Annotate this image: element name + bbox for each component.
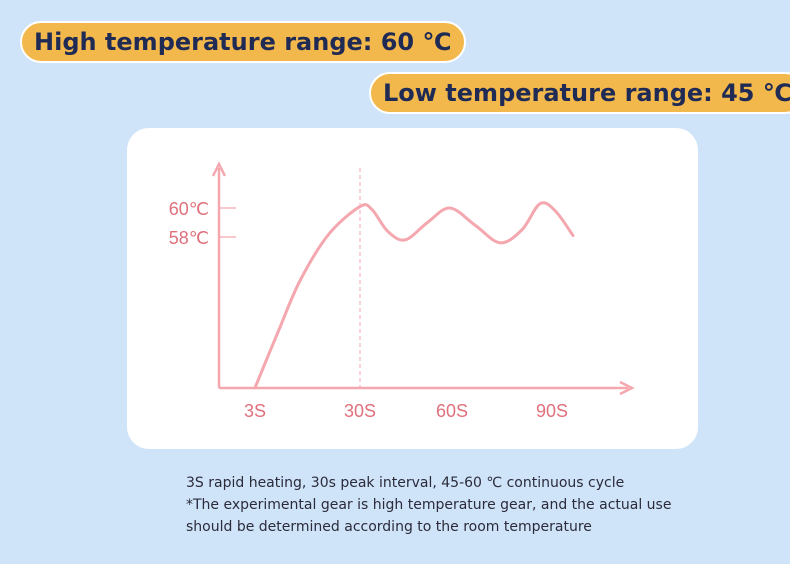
x-tick-label: 3S xyxy=(244,401,266,421)
temperature-line xyxy=(253,201,575,390)
note-line: should be determined according to the ro… xyxy=(186,519,592,535)
note-line: *The experimental gear is high temperatu… xyxy=(186,497,672,513)
x-tick-label: 30S xyxy=(344,401,376,421)
x-axis-arrow-icon xyxy=(619,380,635,396)
chart-notes: 3S rapid heating, 30s peak interval, 45-… xyxy=(186,472,671,538)
high-temperature-badge: High temperature range: 60 ℃ xyxy=(20,21,466,63)
y-tick-label: 60℃ xyxy=(169,199,209,219)
chart-card xyxy=(127,128,698,449)
note-line: 3S rapid heating, 30s peak interval, 45-… xyxy=(186,475,625,491)
x-tick-label: 90S xyxy=(536,401,568,421)
low-temperature-badge: Low temperature range: 45 ℃ xyxy=(369,72,790,114)
y-tick-label: 58℃ xyxy=(169,228,209,248)
y-axis-arrow-icon xyxy=(211,161,227,177)
x-tick-label: 60S xyxy=(436,401,468,421)
